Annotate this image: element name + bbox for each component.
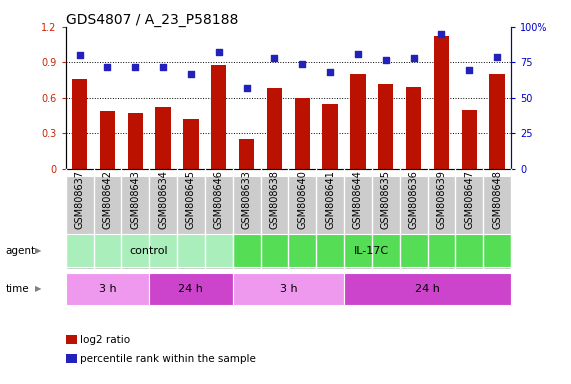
Point bbox=[131, 64, 140, 70]
Bar bbox=[434, 36, 449, 169]
Text: 24 h: 24 h bbox=[415, 284, 440, 294]
Bar bbox=[350, 74, 365, 169]
Bar bbox=[183, 119, 199, 169]
Text: time: time bbox=[6, 284, 29, 294]
Point bbox=[270, 55, 279, 61]
Text: agent: agent bbox=[6, 245, 36, 256]
Point bbox=[325, 69, 335, 75]
Point bbox=[409, 55, 418, 61]
Point bbox=[465, 66, 474, 73]
Text: 24 h: 24 h bbox=[179, 284, 203, 294]
Text: IL-17C: IL-17C bbox=[354, 245, 389, 256]
Bar bbox=[295, 98, 310, 169]
Text: control: control bbox=[130, 245, 168, 256]
Point bbox=[159, 64, 168, 70]
Point bbox=[103, 64, 112, 70]
Bar bbox=[378, 84, 393, 169]
Point bbox=[353, 51, 363, 57]
Point bbox=[242, 85, 251, 91]
Bar bbox=[127, 113, 143, 169]
Point bbox=[75, 52, 84, 58]
Text: 3 h: 3 h bbox=[280, 284, 297, 294]
Bar bbox=[211, 65, 227, 169]
Bar bbox=[72, 79, 87, 169]
Bar bbox=[461, 110, 477, 169]
Bar bbox=[323, 104, 338, 169]
Bar bbox=[406, 87, 421, 169]
Text: 3 h: 3 h bbox=[99, 284, 116, 294]
Bar bbox=[489, 74, 505, 169]
Point bbox=[437, 31, 446, 37]
Text: log2 ratio: log2 ratio bbox=[80, 335, 130, 345]
Bar bbox=[155, 108, 171, 169]
Text: percentile rank within the sample: percentile rank within the sample bbox=[80, 354, 256, 364]
Bar bbox=[100, 111, 115, 169]
Point bbox=[381, 56, 391, 63]
Point bbox=[186, 71, 195, 77]
Text: ▶: ▶ bbox=[35, 246, 42, 255]
Point bbox=[214, 50, 223, 56]
Bar bbox=[267, 88, 282, 169]
Text: GDS4807 / A_23_P58188: GDS4807 / A_23_P58188 bbox=[66, 13, 238, 27]
Bar bbox=[239, 139, 254, 169]
Point bbox=[493, 54, 502, 60]
Text: ▶: ▶ bbox=[35, 285, 42, 293]
Point bbox=[297, 61, 307, 67]
